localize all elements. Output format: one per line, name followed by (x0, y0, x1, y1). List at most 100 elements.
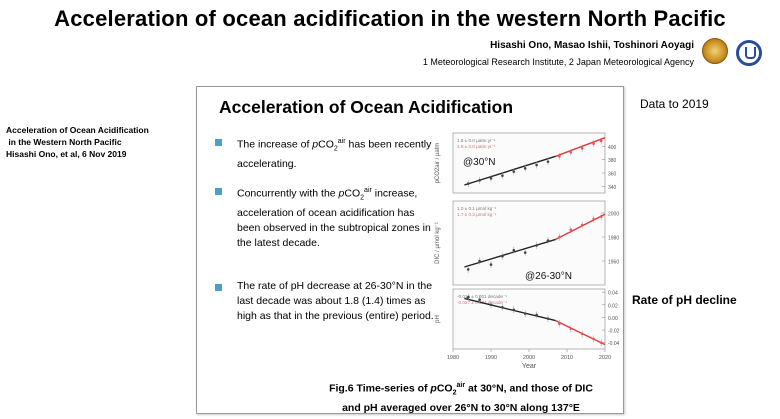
site-label: @30°N (463, 157, 496, 168)
bullet-1: The increase of pCO2air has been recentl… (237, 134, 437, 172)
data-point (599, 139, 603, 143)
bullet-2-co: CO (344, 187, 361, 200)
bullet-3: The rate of pH decrease at 26-30°N in th… (237, 280, 434, 322)
y-tick-label: 0.00 (608, 316, 618, 322)
bullet-square-icon (215, 139, 222, 146)
data-point (489, 263, 493, 266)
caption-co: CO (436, 382, 453, 395)
data-point (558, 235, 561, 239)
data-point (558, 155, 561, 158)
y-tick-label: 0.04 (608, 291, 618, 297)
y-tick-label: 360 (608, 172, 617, 178)
x-tick-label: 1980 (447, 355, 459, 361)
trend-line-recent (555, 319, 606, 346)
data-point (546, 239, 550, 242)
legend-entry: -0.015 ± 0.001 decade⁻¹ (457, 294, 507, 299)
y-tick-label: 2000 (608, 212, 619, 218)
caption-mid: at 30°N, and those of DIC (465, 382, 593, 395)
legend-entry: 1.9 ± 0.0 µatm yr⁻¹ (457, 144, 496, 149)
axis-label: pCO2air / µatm (435, 143, 441, 184)
bullet-2-sup: air (364, 187, 372, 194)
data-point (501, 306, 504, 309)
trend-line-recent (555, 213, 606, 241)
caption-p: p (430, 382, 437, 395)
caption-sub: 2 (452, 389, 457, 397)
rate-note: Rate of pH decline (632, 293, 737, 307)
figure-caption: Fig.6 Time-series of pCO2air at 30°N, an… (301, 378, 621, 416)
data-point (546, 160, 550, 163)
axis-label: pH (435, 315, 441, 323)
citation-text: Acceleration of Ocean Acidification in t… (6, 125, 149, 159)
data-point (592, 217, 595, 221)
data-point (592, 142, 595, 145)
data-point (501, 174, 504, 177)
data-point (580, 147, 584, 150)
axis-label: DIC / µmol kg⁻¹ (435, 222, 441, 264)
y-tick-label: -0.02 (608, 329, 619, 335)
data-point (466, 295, 470, 299)
data-point (512, 308, 516, 312)
data-point (523, 312, 527, 315)
y-tick-label: 1980 (608, 236, 619, 242)
legend-entry: 1.0 ± 0.1 µmol kg⁻¹ (457, 206, 497, 211)
data-point (569, 151, 573, 154)
data-point (523, 167, 527, 170)
caption-sup: air (456, 382, 466, 389)
x-tick-label: 2010 (561, 355, 573, 361)
caption-line2: and pH averaged over 26°N to 30°N along … (342, 401, 580, 414)
panel-frame (452, 132, 606, 194)
data-point (569, 228, 573, 232)
data-point (466, 268, 470, 271)
bullet-square-icon (215, 284, 222, 291)
affiliations: 1 Meteorological Research Institute, 2 J… (422, 57, 694, 67)
bullet-2-sub: 2 (360, 194, 365, 202)
bullet-2-post: increase, acceleration of ocean acidific… (237, 187, 431, 249)
bullet-1-p: p (312, 138, 319, 151)
y-tick-label: 400 (608, 145, 617, 151)
x-axis-label: Year (522, 363, 537, 370)
bullet-1-sub: 2 (333, 145, 338, 153)
bullet-1-pre: The increase of (237, 138, 313, 151)
legend-entry: 1.7 ± 0.3 µmol kg⁻¹ (457, 212, 497, 217)
bullet-1-post: has been recently accelerating. (237, 138, 432, 170)
bullet-2-pre: Concurrently with the (237, 187, 339, 200)
legend-entry: 1.8 ± 0.0 µatm yr⁻¹ (457, 138, 496, 143)
data-point (546, 317, 550, 320)
panel-frame (452, 200, 606, 286)
x-tick-label: 2000 (523, 355, 535, 361)
ocean-acidification-chart: 400 380 360 340 pCO2air / µatm 1.8 ± 0.0 µatm… (435, 132, 619, 370)
panel-frame (452, 288, 606, 350)
bullet-1-sup: air (337, 138, 346, 145)
data-point (599, 341, 603, 344)
y-tick-label: 380 (608, 158, 617, 164)
data-point (489, 303, 493, 307)
x-tick-label: 1990 (485, 355, 497, 361)
data-point (478, 259, 481, 263)
data-point (478, 179, 481, 182)
bullet-2-p: p (338, 187, 345, 200)
page-title: Acceleration of ocean acidification in t… (54, 6, 726, 31)
data-point (535, 163, 538, 167)
data-point (558, 322, 561, 326)
data-point (466, 182, 470, 185)
data-point (569, 327, 573, 331)
data-point (501, 254, 504, 258)
data-point (592, 337, 595, 341)
data-point (523, 251, 527, 254)
data-point (535, 313, 538, 317)
data-point (478, 298, 481, 302)
site-label: @26-30°N (525, 271, 572, 282)
mri-logo-icon (702, 38, 728, 64)
x-tick-label: 2020 (599, 355, 611, 361)
authors: Hisashi Ono, Masao Ishii, Toshinori Aoya… (490, 40, 694, 51)
slide-title: Acceleration of Ocean Acidification (219, 97, 514, 117)
data-point (535, 244, 538, 247)
data-point (512, 170, 516, 173)
data-point (580, 223, 584, 227)
y-tick-label: -0.04 (608, 341, 619, 347)
y-tick-label: 340 (608, 185, 617, 191)
data-note: Data to 2019 (640, 97, 709, 111)
data-point (599, 215, 603, 218)
bullet-1-co: CO (318, 138, 334, 151)
bullet-square-icon (215, 188, 222, 195)
